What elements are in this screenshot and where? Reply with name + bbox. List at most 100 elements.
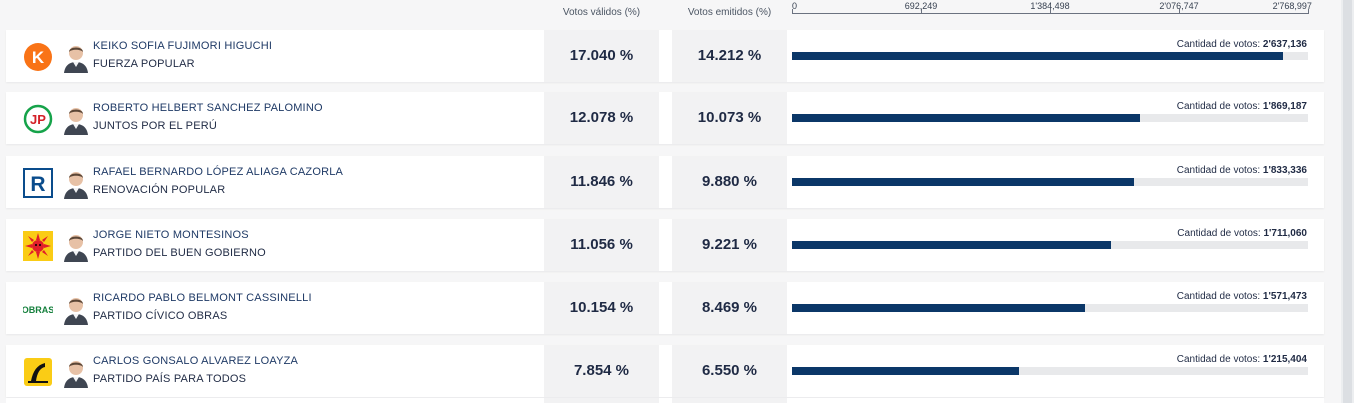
votes-count-label: Cantidad de votos: 1'711,060: [1177, 228, 1307, 239]
candidate-photo: [61, 356, 91, 388]
axis-tick-label: 2'076,747: [1159, 1, 1199, 11]
votes-bar: [792, 114, 1141, 122]
candidate-name[interactable]: CARLOS GONSALO ALVAREZ LOAYZA: [93, 355, 299, 367]
next-row-valid-col: [544, 398, 659, 403]
candidate-photo: [61, 41, 91, 73]
candidate-row[interactable]: JP ROBERTO HELBERT SANCHEZ PALOMINO JUNTOS…: [6, 92, 1324, 144]
svg-text:JP: JP: [30, 112, 46, 127]
emitted-col-bg: [672, 219, 787, 271]
emitted-col-bg: [672, 282, 787, 334]
valid-votes-percent: 10.154 %: [569, 299, 634, 316]
svg-text:K: K: [32, 48, 45, 67]
column-header-emitted-votes[interactable]: Votos emitidos (%): [687, 7, 772, 18]
votes-count-prefix: Cantidad de votos:: [1176, 165, 1261, 176]
party-name: PARTIDO DEL BUEN GOBIERNO: [93, 247, 266, 259]
votes-count-value: 1'833,336: [1262, 165, 1307, 176]
candidate-row[interactable]: R RAFAEL BERNARDO LÓPEZ ALIAGA CAZORLA REN…: [6, 156, 1324, 208]
axis-tick-label: 1'384,498: [1030, 1, 1070, 11]
votes-bar-track: [792, 304, 1308, 312]
votes-bar: [792, 367, 1019, 375]
axis-tick-label: 2'768,997: [1272, 1, 1312, 11]
candidate-name[interactable]: ROBERTO HELBERT SANCHEZ PALOMINO: [93, 102, 323, 114]
votes-count-prefix: Cantidad de votos:: [1177, 228, 1261, 239]
emitted-col-bg: [672, 30, 787, 82]
emitted-col-bg: [672, 345, 787, 397]
votes-count-label: Cantidad de votos: 2'637,136: [1177, 39, 1307, 50]
valid-col-bg: [544, 282, 659, 334]
axis-tick: [1050, 9, 1051, 14]
axis-tick: [921, 9, 922, 14]
axis-tick-label: 692,249: [904, 1, 938, 11]
candidate-photo: [61, 293, 91, 325]
valid-col-bg: [544, 345, 659, 397]
emitted-col-bg: [672, 156, 787, 208]
renovacion-popular-logo: R: [23, 168, 53, 198]
votes-bar-track: [792, 367, 1308, 375]
emitted-votes-percent: 9.221 %: [701, 236, 758, 253]
valid-col-bg: [544, 30, 659, 82]
candidate-photo: [61, 167, 91, 199]
obras-logo: OBRAS: [22, 294, 55, 324]
votes-bar: [792, 241, 1111, 249]
candidate-name[interactable]: KEIKO SOFIA FUJIMORI HIGUCHI: [93, 40, 273, 52]
pais-para-todos-logo: [23, 357, 53, 387]
votes-count-prefix: Cantidad de votos:: [1176, 39, 1261, 50]
axis-tick: [1179, 9, 1180, 14]
votes-count-prefix: Cantidad de votos:: [1176, 101, 1261, 112]
next-row-edge: [6, 398, 1324, 403]
votes-count-value: 1'215,404: [1262, 354, 1307, 365]
table-header: Votos válidos (%) Votos emitidos (%) 0 69…: [0, 0, 1354, 30]
candidate-row[interactable]: JORGE NIETO MONTESINOS PARTIDO DEL BUEN G…: [6, 219, 1324, 271]
emitted-votes-percent: 10.073 %: [697, 109, 762, 126]
emitted-col-bg: [672, 92, 787, 144]
juntos-por-el-peru-logo: JP: [23, 104, 53, 134]
votes-bar: [792, 304, 1085, 312]
candidate-row[interactable]: CARLOS GONSALO ALVAREZ LOAYZA PARTIDO PAÍ…: [6, 345, 1324, 397]
candidate-row[interactable]: OBRAS RICARDO PABLO BELMONT CASSINELLI PAR…: [6, 282, 1324, 334]
valid-votes-percent: 17.040 %: [569, 47, 634, 64]
party-name: FUERZA POPULAR: [93, 58, 195, 70]
party-name: RENOVACIÓN POPULAR: [93, 184, 226, 196]
candidate-name[interactable]: RICARDO PABLO BELMONT CASSINELLI: [93, 292, 312, 304]
votes-count-label: Cantidad de votos: 1'833,336: [1177, 165, 1307, 176]
votes-bar-track: [792, 114, 1308, 122]
votes-bar-track: [792, 52, 1308, 60]
valid-votes-percent: 11.846 %: [570, 173, 633, 190]
votes-bar: [792, 52, 1284, 60]
party-name: PARTIDO PAÍS PARA TODOS: [93, 373, 247, 385]
valid-col-bg: [544, 156, 659, 208]
votes-count-value: 1'571,473: [1262, 291, 1307, 302]
candidate-photo: [61, 230, 91, 262]
votes-count-prefix: Cantidad de votos:: [1176, 354, 1261, 365]
fuerza-popular-logo: K: [23, 42, 53, 72]
votes-count-label: Cantidad de votos: 1'571,473: [1177, 291, 1307, 302]
emitted-votes-percent: 14.212 %: [697, 47, 762, 64]
scrollbar-thumb[interactable]: [1343, 0, 1352, 403]
votes-count-label: Cantidad de votos: 1'869,187: [1177, 101, 1307, 112]
buen-gobierno-sun-logo: [23, 231, 53, 261]
candidate-name[interactable]: RAFAEL BERNARDO LÓPEZ ALIAGA CAZORLA: [93, 166, 344, 178]
emitted-votes-percent: 8.469 %: [701, 299, 758, 316]
svg-text:OBRAS: OBRAS: [23, 305, 53, 315]
votes-count-label: Cantidad de votos: 1'215,404: [1177, 354, 1307, 365]
column-header-valid-votes[interactable]: Votos válidos (%): [562, 7, 641, 18]
votes-bar-track: [792, 178, 1308, 186]
votes-count-value: 1'869,187: [1262, 101, 1307, 112]
axis-tick: [792, 9, 793, 14]
candidate-row[interactable]: K KEIKO SOFIA FUJIMORI HIGUCHI FUERZA POPU…: [6, 30, 1324, 82]
candidate-photo: [61, 103, 91, 135]
valid-votes-percent: 7.854 %: [573, 362, 630, 379]
votes-count-value: 2'637,136: [1262, 39, 1307, 50]
votes-bar-track: [792, 241, 1308, 249]
svg-text:R: R: [30, 173, 45, 196]
candidate-name[interactable]: JORGE NIETO MONTESINOS: [93, 229, 249, 241]
emitted-votes-percent: 6.550 %: [701, 362, 758, 379]
valid-col-bg: [544, 92, 659, 144]
votes-bar: [792, 178, 1134, 186]
axis-tick-label: 0: [792, 1, 798, 11]
valid-votes-percent: 11.056 %: [570, 236, 633, 253]
valid-col-bg: [544, 219, 659, 271]
party-name: JUNTOS POR EL PERÚ: [93, 120, 218, 132]
axis-tick: [1308, 9, 1309, 14]
next-row-emit-col: [672, 398, 787, 403]
